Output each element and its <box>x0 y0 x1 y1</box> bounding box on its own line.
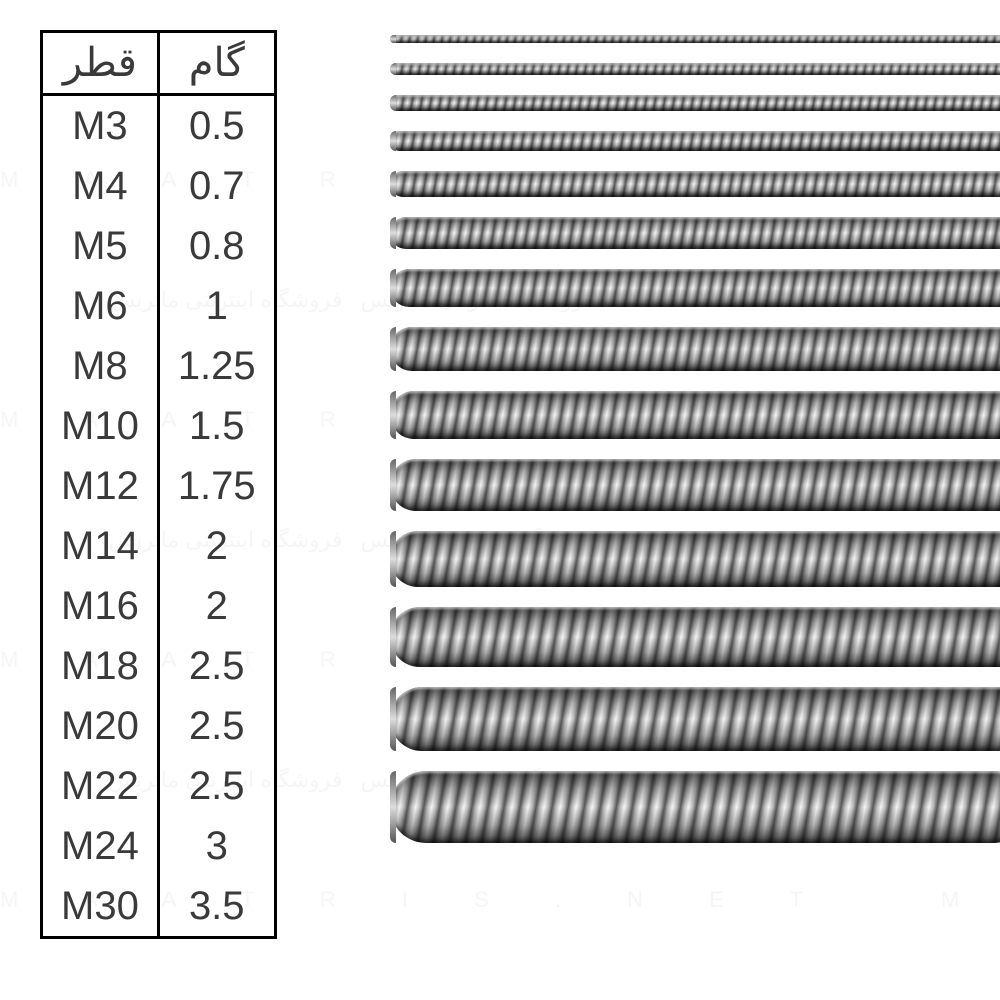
threaded-rod <box>390 217 1000 249</box>
cell-diameter: M8 <box>42 336 159 396</box>
threaded-rod <box>390 269 1000 307</box>
cell-pitch: 0.5 <box>158 95 275 157</box>
cell-pitch: 2.5 <box>158 636 275 696</box>
table-row: M303.5 <box>42 876 276 938</box>
table-row: M61 <box>42 276 276 336</box>
cell-pitch: 1 <box>158 276 275 336</box>
threaded-rod <box>390 531 1000 587</box>
cell-diameter: M6 <box>42 276 159 336</box>
cell-pitch: 2 <box>158 516 275 576</box>
table-row: M243 <box>42 816 276 876</box>
threaded-rod <box>390 327 1000 371</box>
cell-pitch: 2 <box>158 576 275 636</box>
threaded-rod <box>390 131 1000 151</box>
table-row: M30.5 <box>42 95 276 157</box>
cell-diameter: M30 <box>42 876 159 938</box>
threaded-rod <box>390 63 1000 75</box>
threaded-rod <box>390 35 1000 43</box>
table-row: M40.7 <box>42 156 276 216</box>
threaded-rod <box>390 687 1000 751</box>
cell-pitch: 0.8 <box>158 216 275 276</box>
cell-diameter: M16 <box>42 576 159 636</box>
threaded-rod <box>390 607 1000 667</box>
cell-diameter: M14 <box>42 516 159 576</box>
cell-pitch: 1.5 <box>158 396 275 456</box>
cell-pitch: 0.7 <box>158 156 275 216</box>
threaded-rod <box>390 771 1000 843</box>
table-row: M121.75 <box>42 456 276 516</box>
cell-diameter: M3 <box>42 95 159 157</box>
threaded-rod <box>390 459 1000 511</box>
table-row: M81.25 <box>42 336 276 396</box>
cell-diameter: M24 <box>42 816 159 876</box>
cell-diameter: M10 <box>42 396 159 456</box>
col-header-diameter: قطر <box>42 32 159 95</box>
table-row: M101.5 <box>42 396 276 456</box>
cell-pitch: 3 <box>158 816 275 876</box>
table-row: M162 <box>42 576 276 636</box>
table-row: M222.5 <box>42 756 276 816</box>
threaded-rods-graphic <box>390 35 1000 843</box>
cell-diameter: M18 <box>42 636 159 696</box>
table-row: M202.5 <box>42 696 276 756</box>
cell-pitch: 2.5 <box>158 696 275 756</box>
cell-pitch: 1.75 <box>158 456 275 516</box>
threaded-rod <box>390 95 1000 111</box>
threaded-rod <box>390 171 1000 197</box>
table-row: M142 <box>42 516 276 576</box>
table-row: M50.8 <box>42 216 276 276</box>
col-header-pitch: گام <box>158 32 275 95</box>
cell-pitch: 2.5 <box>158 756 275 816</box>
cell-diameter: M20 <box>42 696 159 756</box>
threaded-rod <box>390 391 1000 439</box>
cell-diameter: M5 <box>42 216 159 276</box>
table-row: M182.5 <box>42 636 276 696</box>
cell-pitch: 1.25 <box>158 336 275 396</box>
cell-diameter: M4 <box>42 156 159 216</box>
cell-diameter: M22 <box>42 756 159 816</box>
thread-size-table: قطر گام M30.5M40.7M50.8M61M81.25M101.5M1… <box>40 30 277 939</box>
cell-pitch: 3.5 <box>158 876 275 938</box>
cell-diameter: M12 <box>42 456 159 516</box>
